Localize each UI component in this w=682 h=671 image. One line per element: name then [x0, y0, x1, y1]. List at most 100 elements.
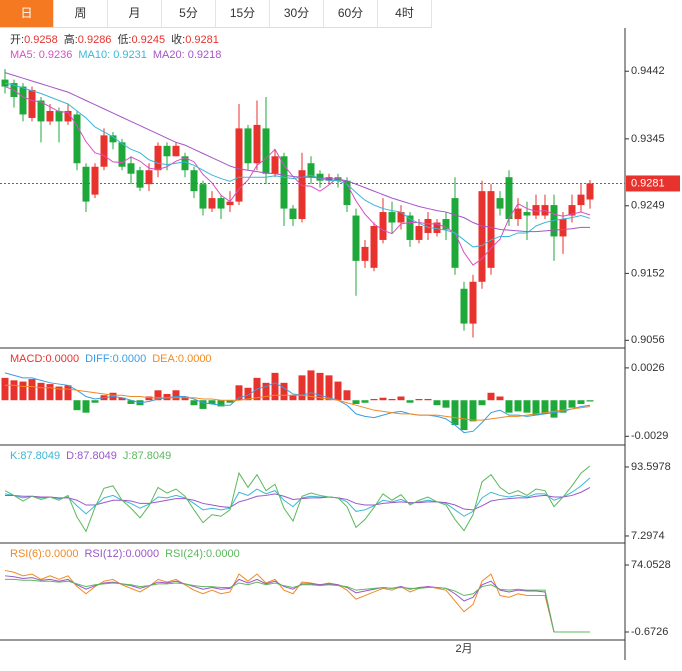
macd-bar: [334, 381, 342, 401]
candle-body: [82, 166, 90, 202]
candle-body: [172, 145, 180, 157]
macd-bar: [280, 382, 288, 401]
indicator-line: [4, 569, 590, 633]
macd-bar: [316, 372, 324, 401]
candle-body: [352, 215, 360, 261]
indicator-line: [4, 575, 590, 633]
y-tick-label: 0.9345: [631, 133, 665, 145]
legend-text: RSI(12):0.0000: [84, 548, 159, 560]
tab[interactable]: 月: [108, 0, 162, 27]
legend-text: K:87.8049: [10, 450, 60, 462]
x-tick-label: 2月: [455, 643, 472, 655]
tab[interactable]: 15分: [216, 0, 270, 27]
candle-body: [199, 184, 207, 209]
macd-bar: [154, 390, 162, 401]
macd-bar: [442, 400, 450, 408]
tab-bar: 日周月 5分 15分 30分 60分 4时: [0, 0, 432, 28]
candle-body: [91, 166, 99, 195]
candle-body: [406, 215, 414, 240]
y-tick-label: 7.2974: [631, 530, 665, 542]
candle-body: [154, 145, 162, 171]
macd-bar: [577, 400, 585, 404]
candle-body: [568, 205, 576, 216]
macd-bar: [352, 400, 360, 404]
tab[interactable]: 周: [54, 0, 108, 27]
tab[interactable]: 日: [0, 0, 54, 27]
macd-bar: [298, 375, 306, 401]
legend-text: MA5: 0.9236: [10, 49, 72, 61]
candle-body: [316, 173, 324, 181]
macd-bar: [478, 400, 486, 406]
legend-text: RSI(6):0.0000: [10, 548, 78, 560]
legend-text: DEA:0.0000: [152, 353, 211, 365]
last-price-box: [626, 175, 680, 192]
tab[interactable]: 4时: [378, 0, 432, 27]
macd-bar: [559, 400, 567, 413]
indicator-line: [4, 477, 591, 517]
candle-body: [442, 219, 450, 230]
macd-bar: [451, 400, 459, 426]
y-tick-label: 0.9056: [631, 334, 665, 346]
last-price-label: 0.9281: [631, 177, 665, 189]
macd-bar: [37, 382, 45, 401]
candle-body: [127, 163, 135, 174]
candle-body: [64, 110, 72, 122]
candle-body: [100, 135, 108, 167]
indicator-line: [5, 578, 590, 633]
candle-body: [73, 114, 81, 164]
info-label: 收:: [171, 32, 185, 46]
macd-bar: [397, 396, 405, 401]
macd-bar: [73, 400, 81, 411]
indicator-line: [5, 384, 591, 421]
macd-bar: [208, 400, 216, 404]
legend-text: DIFF:0.0000: [85, 353, 146, 365]
legend-text: MA20: 0.9218: [153, 49, 222, 61]
macd-bar: [262, 382, 270, 401]
macd-bar: [532, 400, 540, 416]
macd-bar: [271, 372, 279, 401]
info-value: 0.9286: [78, 34, 112, 46]
candle-body: [208, 198, 216, 209]
indicator-line: [4, 72, 590, 233]
legend-text: D:87.8049: [66, 450, 117, 462]
macd-bar: [199, 400, 207, 409]
candle-body: [532, 205, 540, 216]
macd-bar: [505, 400, 513, 413]
info-label: 开:: [10, 34, 24, 46]
candle-body: [505, 177, 513, 220]
macd-bar: [550, 400, 558, 418]
macd-bar: [10, 380, 18, 401]
candle-body: [253, 124, 261, 164]
macd-bar: [523, 400, 531, 413]
indicator-line: [4, 86, 591, 266]
info-label: 低:: [117, 33, 131, 46]
tab[interactable]: 60分: [324, 0, 378, 27]
macd-bar: [307, 370, 315, 401]
candle-body: [136, 170, 144, 188]
macd-bar: [46, 384, 54, 401]
y-tick-label: 0.9442: [631, 65, 665, 77]
candle-body: [46, 110, 54, 122]
indicator-line: [5, 487, 591, 511]
macd-bar: [82, 400, 90, 413]
macd-bar: [127, 400, 135, 404]
macd-bar: [1, 377, 9, 401]
macd-bar: [145, 396, 153, 401]
indicator-line: [4, 372, 591, 434]
macd-bar: [496, 396, 504, 401]
tab[interactable]: 30分: [270, 0, 324, 27]
candle-body: [559, 219, 567, 237]
macd-bar: [541, 400, 549, 414]
legend-text: MA10: 0.9231: [78, 49, 147, 61]
candle-body: [109, 135, 117, 143]
y-tick-label: -0.0029: [631, 430, 668, 442]
candle-body: [514, 208, 522, 220]
candle-body: [397, 212, 405, 223]
candle-body: [370, 225, 378, 268]
candle-body: [523, 212, 531, 216]
tab[interactable]: 5分: [162, 0, 216, 27]
candle-body: [217, 198, 225, 209]
macd-bar: [460, 400, 468, 431]
y-tick-label: 0.9249: [631, 200, 665, 212]
candle-body: [577, 194, 585, 206]
